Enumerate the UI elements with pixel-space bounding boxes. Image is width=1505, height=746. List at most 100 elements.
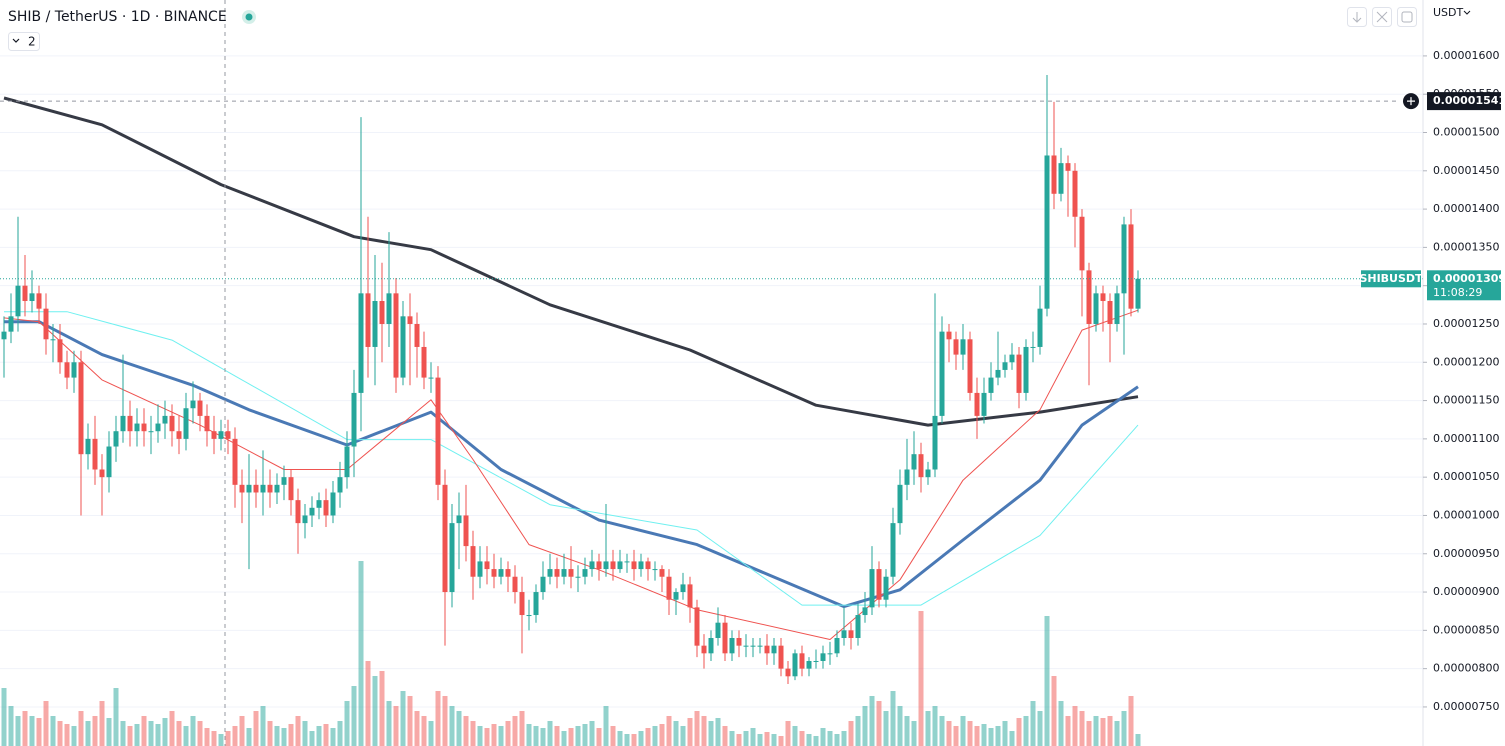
candle-body [624, 561, 630, 563]
volume-bar [960, 716, 966, 746]
candle-body [288, 477, 294, 501]
symbol-label-bg [1361, 270, 1421, 288]
candle-body [442, 484, 448, 593]
candle-body [596, 561, 602, 570]
candle-body [855, 615, 861, 639]
candle-body [155, 423, 161, 432]
y-tick-label: 0.00001450 [1433, 164, 1499, 177]
candle-body [1114, 293, 1120, 324]
indicator-toggle[interactable] [8, 32, 40, 51]
candle-body [729, 638, 735, 654]
crosshair-label-bg [1427, 92, 1501, 111]
volume-bar [309, 731, 315, 746]
volume-bar [869, 696, 875, 746]
candle-body [225, 431, 231, 439]
candle-body [379, 301, 385, 324]
candle-body [946, 331, 952, 340]
candle-body [939, 331, 945, 416]
volume-bar [176, 721, 182, 746]
overlays [0, 0, 1423, 746]
y-tick-label: 0.00001600 [1433, 49, 1499, 62]
y-tick-label: 0.00000800 [1433, 662, 1499, 675]
volume-bar [799, 731, 805, 746]
volume-bar [484, 728, 490, 746]
currency[interactable]: USDT [1433, 6, 1464, 19]
volume-bar [918, 611, 924, 746]
volume-bar [1, 688, 7, 746]
candle-body [757, 645, 763, 647]
candle-body [239, 484, 245, 493]
volume-bar [554, 726, 560, 746]
volume-bar [1128, 696, 1134, 746]
candle-body [862, 607, 868, 616]
candle-body [960, 339, 966, 355]
candle-body [1065, 163, 1071, 171]
last-price-label: 0.00001309 [1433, 272, 1505, 285]
volume-pane [1, 561, 1141, 746]
candle-body [134, 423, 140, 432]
volume-bar [491, 724, 497, 746]
candle-body [386, 293, 392, 324]
volume-bar [169, 711, 175, 746]
volume-bar [533, 726, 539, 746]
volume-bar [890, 691, 896, 746]
moving-average [4, 320, 1139, 609]
y-tick-label: 0.00000950 [1433, 547, 1499, 560]
volume-bar [344, 701, 350, 746]
volume-bar [561, 731, 567, 746]
candle-body [253, 484, 259, 493]
volume-bar [281, 728, 287, 746]
candle-body [547, 569, 553, 577]
volume-bar [736, 734, 742, 746]
candle-body [1, 331, 7, 340]
candle-body [162, 415, 168, 424]
candle-body [904, 469, 910, 485]
volume-bar [253, 711, 259, 746]
volume-bar [834, 734, 840, 746]
candle-body [281, 477, 287, 485]
candle-body [617, 561, 623, 570]
volume-bar [596, 728, 602, 746]
chevron [1463, 10, 1471, 15]
candle-body [645, 561, 651, 570]
candle-body [736, 638, 742, 646]
volume-bar [400, 691, 406, 746]
volume-bar [71, 726, 77, 746]
candle-body [792, 653, 798, 677]
candle-body [631, 561, 637, 570]
moving-average [4, 311, 1139, 606]
volume-bar [1135, 734, 1141, 746]
candle-body [400, 316, 406, 378]
volume-bar [981, 724, 987, 746]
volume-bar [778, 736, 784, 746]
candle-body [750, 645, 756, 647]
candle-body [1037, 308, 1043, 347]
volume-bar [428, 721, 434, 746]
candle-body [421, 346, 427, 378]
candle-body [876, 569, 882, 600]
volume-bar [393, 706, 399, 746]
candle-body [911, 454, 917, 470]
candle-body [1009, 354, 1015, 363]
candle-body [190, 400, 196, 409]
y-tick-label: 0.00001500 [1433, 126, 1499, 139]
volume-bar [498, 726, 504, 746]
volume-bar [862, 706, 868, 746]
candle-body [799, 653, 805, 669]
candle-body [393, 293, 399, 378]
candle-body [211, 431, 217, 439]
candle-body [883, 576, 889, 600]
candle-body [1044, 155, 1050, 309]
candle-body [491, 569, 497, 577]
maximize-button[interactable] [1397, 7, 1417, 27]
candle-body [15, 285, 21, 317]
volume-bar [379, 671, 385, 746]
volume-bar [99, 701, 105, 746]
crosshair-label: 0.00001541 [1433, 94, 1505, 107]
volume-bar [694, 711, 700, 746]
volume-bar [568, 728, 574, 746]
volume-bar [435, 691, 441, 746]
volume-bar [246, 728, 252, 746]
